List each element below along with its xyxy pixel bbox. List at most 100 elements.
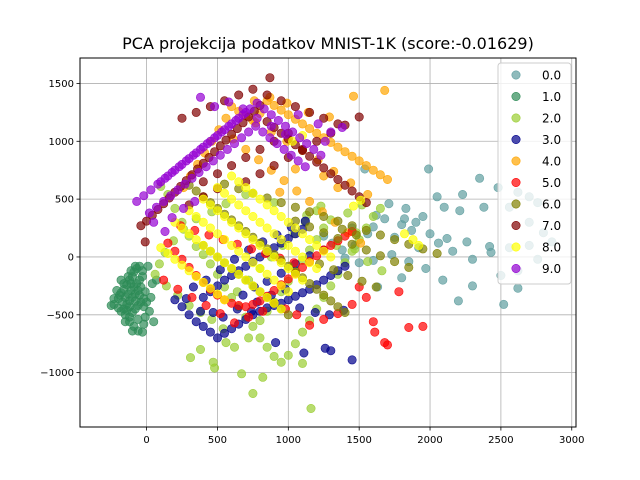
data-point-8.0 <box>290 246 300 256</box>
data-point-4.0 <box>290 164 300 174</box>
legend-label: 8.0 <box>542 241 561 255</box>
data-point-0.0 <box>479 202 489 212</box>
data-point-3.0 <box>271 338 281 348</box>
data-point-9.0 <box>230 139 240 149</box>
data-point-8.0 <box>241 206 251 216</box>
data-point-8.0 <box>198 217 208 227</box>
data-point-3.0 <box>220 328 230 338</box>
data-point-3.0 <box>177 302 187 312</box>
data-point-8.0 <box>198 194 208 204</box>
data-point-4.0 <box>221 113 231 123</box>
data-point-8.0 <box>213 229 223 239</box>
data-point-2.0 <box>343 208 353 218</box>
data-point-8.0 <box>220 212 230 222</box>
data-point-2.0 <box>255 316 265 326</box>
data-point-8.0 <box>248 281 258 291</box>
data-point-8.0 <box>262 269 272 279</box>
data-point-0.0 <box>455 206 465 216</box>
data-point-7.0 <box>191 107 201 117</box>
data-point-0.0 <box>397 220 407 230</box>
data-point-8.0 <box>269 229 279 239</box>
data-point-2.0 <box>269 351 279 361</box>
data-point-6.0 <box>390 235 400 245</box>
data-point-4.0 <box>297 119 307 129</box>
data-point-5.0 <box>305 320 315 330</box>
data-point-2.0 <box>290 339 300 349</box>
data-point-3.0 <box>191 317 201 327</box>
data-point-3.0 <box>184 310 194 320</box>
data-point-8.0 <box>241 252 251 262</box>
data-point-8.0 <box>255 194 265 204</box>
data-point-9.0 <box>205 136 215 146</box>
data-point-5.0 <box>187 292 197 302</box>
data-point-7.0 <box>333 175 343 185</box>
data-point-2.0 <box>262 342 272 352</box>
axis-ticks: 0 500 1000 1500 2000 2500 3000 −1000 −500 0 500 100… <box>40 79 584 446</box>
data-point-3.0 <box>230 254 240 264</box>
legend-label: 6.0 <box>542 198 561 212</box>
data-point-2.0 <box>258 372 268 382</box>
data-point-8.0 <box>290 269 300 279</box>
data-point-2.0 <box>297 327 307 337</box>
y-tick-label: −1000 <box>40 368 74 379</box>
data-point-2.0 <box>306 403 316 413</box>
data-point-3.0 <box>220 275 230 285</box>
data-point-8.0 <box>234 200 244 210</box>
data-point-2.0 <box>255 333 265 343</box>
data-point-8.0 <box>305 258 315 268</box>
data-point-8.0 <box>399 229 409 239</box>
data-point-9.0 <box>266 110 276 120</box>
data-point-9.0 <box>238 104 248 114</box>
legend: 0.0 1.0 2.0 3.0 4.0 5.0 6.0 7.0 8.0 9.0 <box>497 62 572 285</box>
legend-label: 0.0 <box>542 69 561 83</box>
data-point-4.0 <box>347 151 357 161</box>
data-point-4.0 <box>254 155 264 165</box>
data-point-8.0 <box>205 283 215 293</box>
data-point-8.0 <box>269 298 279 308</box>
data-point-2.0 <box>221 338 231 348</box>
data-point-0.0 <box>462 237 472 247</box>
data-point-0.0 <box>433 238 443 248</box>
y-tick-label: 1500 <box>49 79 74 90</box>
data-point-6.0 <box>319 228 329 238</box>
legend-marker <box>511 178 521 188</box>
data-point-8.0 <box>191 212 201 222</box>
data-point-8.0 <box>326 252 336 262</box>
data-point-8.0 <box>198 240 208 250</box>
data-point-9.0 <box>280 129 290 139</box>
data-point-9.0 <box>286 150 296 160</box>
data-point-7.0 <box>290 102 300 112</box>
data-point-0.0 <box>453 296 463 306</box>
data-point-7.0 <box>319 113 329 123</box>
data-point-5.0 <box>258 306 268 316</box>
data-point-8.0 <box>297 252 307 262</box>
data-point-0.0 <box>499 299 509 309</box>
data-point-8.0 <box>283 217 293 227</box>
data-point-8.0 <box>262 246 272 256</box>
data-point-6.0 <box>305 279 315 289</box>
y-tick-label: −500 <box>47 310 74 321</box>
data-point-6.0 <box>347 239 357 249</box>
data-point-9.0 <box>252 98 262 108</box>
data-point-4.0 <box>269 100 279 110</box>
data-point-8.0 <box>220 235 230 245</box>
data-point-2.0 <box>186 353 196 363</box>
data-point-4.0 <box>348 91 358 101</box>
x-tick-label: 2000 <box>417 435 442 446</box>
data-point-9.0 <box>237 133 247 143</box>
data-point-7.0 <box>248 84 258 94</box>
data-point-8.0 <box>305 235 315 245</box>
data-point-4.0 <box>241 144 251 154</box>
legend-marker <box>511 113 521 123</box>
data-point-6.0 <box>375 251 385 261</box>
data-point-2.0 <box>230 342 240 352</box>
data-point-5.0 <box>215 309 225 319</box>
data-point-7.0 <box>312 136 322 146</box>
x-tick-label: 500 <box>208 435 227 446</box>
data-point-9.0 <box>302 139 312 149</box>
data-point-7.0 <box>262 90 272 100</box>
data-point-9.0 <box>222 144 232 154</box>
data-point-5.0 <box>382 340 392 350</box>
data-point-4.0 <box>361 161 371 171</box>
data-point-9.0 <box>152 202 162 212</box>
